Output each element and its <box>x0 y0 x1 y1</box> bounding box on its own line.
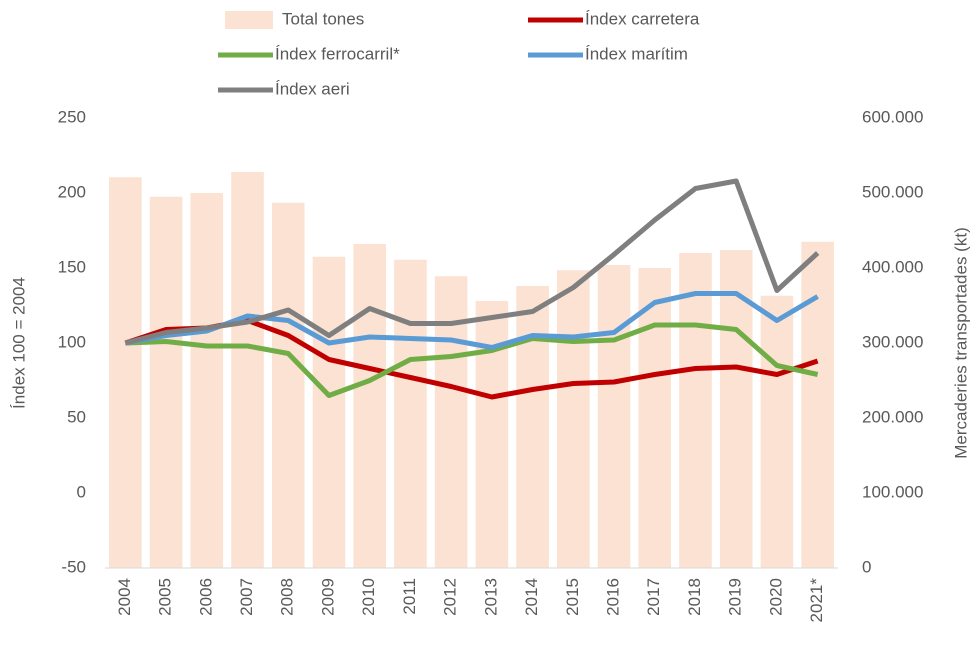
legend-label: Índex carretera <box>585 9 700 28</box>
line-series <box>124 318 819 400</box>
y2-axis-title: Mercaderies transportades (kt) <box>951 227 970 458</box>
bar <box>597 265 631 568</box>
x-tick-label: 2005 <box>156 578 175 616</box>
bar <box>719 250 753 568</box>
bar <box>271 202 305 568</box>
y2-tick-label: 100.000 <box>862 482 923 501</box>
y-tick-label: 100 <box>58 332 86 351</box>
line-series <box>125 322 819 398</box>
y2-tick-label: 200.000 <box>862 407 923 426</box>
legend-label: Total tones <box>282 9 364 28</box>
x-tick-label: 2018 <box>685 578 704 616</box>
y-tick-label: 150 <box>58 257 86 276</box>
y-tick-label: -50 <box>61 557 86 576</box>
y2-tick-label: 300.000 <box>862 332 923 351</box>
bar <box>109 177 142 568</box>
legend-label: Índex ferrocarril* <box>275 44 400 63</box>
legend-swatch <box>225 11 273 29</box>
bar <box>516 286 549 568</box>
x-tick-label: 2010 <box>359 578 378 616</box>
y-tick-label: 200 <box>58 182 86 201</box>
x-tick-label: 2012 <box>441 578 460 616</box>
x-tick-label: 2009 <box>318 578 337 616</box>
x-tick-label: 2019 <box>726 578 745 616</box>
x-tick-label: 2017 <box>644 578 663 616</box>
line-series <box>124 178 820 346</box>
bar <box>353 244 386 568</box>
x-tick-label: 2004 <box>115 578 134 616</box>
legend-label: Índex aeri <box>275 79 350 98</box>
bar <box>475 301 509 568</box>
y2-tick-label: 600.000 <box>862 107 923 126</box>
bar <box>231 172 264 568</box>
bar <box>801 241 834 568</box>
x-tick-label: 2021* <box>807 578 826 623</box>
y-axis-title: Índex 100 = 2004 <box>9 277 28 409</box>
y2-tick-label: 400.000 <box>862 257 923 276</box>
bar <box>638 268 672 568</box>
x-tick-label: 2007 <box>237 578 256 616</box>
x-tick-label: 2016 <box>604 578 623 616</box>
y-tick-label: 250 <box>58 107 86 126</box>
bar <box>557 270 590 568</box>
bar <box>679 253 712 568</box>
x-tick-label: 2013 <box>481 578 500 616</box>
x-tick-label: 2008 <box>278 578 297 616</box>
bar <box>149 196 183 568</box>
y-tick-label: 50 <box>67 407 86 426</box>
y2-tick-label: 0 <box>862 557 871 576</box>
bar <box>760 295 794 568</box>
bar <box>312 256 346 568</box>
x-tick-label: 2011 <box>400 578 419 615</box>
x-tick-label: 2014 <box>522 578 541 616</box>
x-tick-label: 2020 <box>766 578 785 616</box>
x-tick-label: 2006 <box>196 578 215 616</box>
x-tick-label: 2015 <box>563 578 582 616</box>
line-series <box>124 291 819 350</box>
y-tick-label: 0 <box>77 482 86 501</box>
legend-label: Índex marítim <box>585 44 688 63</box>
bar <box>190 193 224 568</box>
bar <box>394 259 427 568</box>
y2-tick-label: 500.000 <box>862 182 923 201</box>
